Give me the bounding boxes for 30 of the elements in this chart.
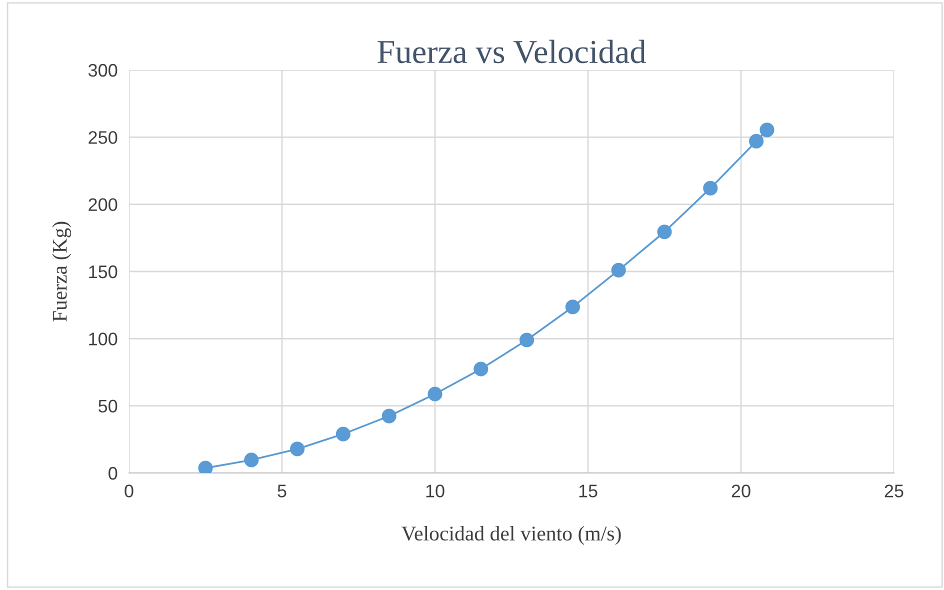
point <box>474 362 488 376</box>
x-tick-label: 15 <box>579 484 598 498</box>
point <box>198 460 213 473</box>
chart-title: Fuerza vs Velocidad <box>378 40 646 64</box>
point <box>336 426 350 442</box>
y-tick-label: 100 <box>89 332 118 346</box>
y-tick-label: 250 <box>88 131 118 144</box>
y-tick-label: 50 <box>98 400 118 413</box>
point <box>611 262 626 278</box>
x-tick-label: 10 <box>426 484 444 498</box>
point <box>703 180 718 196</box>
y-tick-label: 300 <box>88 64 118 77</box>
y-tick-label: 0 <box>108 466 118 480</box>
x-axis-title: Velocidad del viento (m/s) <box>402 526 621 545</box>
x-tick-label: 20 <box>732 484 750 498</box>
point <box>565 300 580 314</box>
point <box>657 224 672 240</box>
point <box>428 386 442 402</box>
point <box>244 452 259 468</box>
x-tick-label: 25 <box>884 484 904 498</box>
point <box>749 134 764 148</box>
y-axis-title: Fuerza (Kg) <box>52 222 72 322</box>
x-tick-label: 0 <box>124 484 134 498</box>
point <box>760 122 774 138</box>
y-tick-label: 150 <box>89 265 118 278</box>
point <box>290 442 305 456</box>
point <box>520 332 534 348</box>
point <box>382 408 396 424</box>
y-tick-label: 200 <box>88 198 118 212</box>
x-tick-label: 5 <box>278 484 286 498</box>
